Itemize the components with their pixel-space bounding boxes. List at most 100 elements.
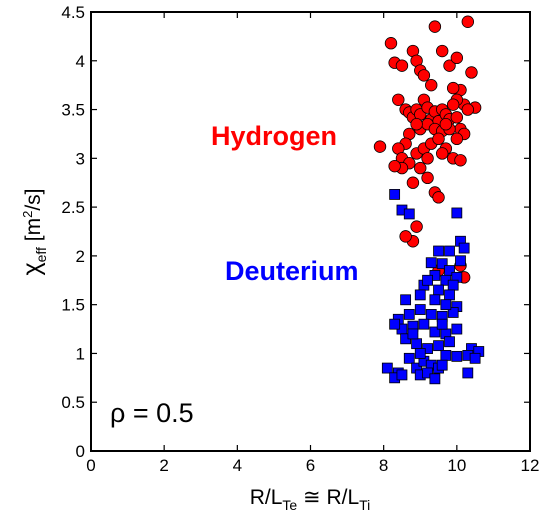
- data-point-deuterium: [458, 242, 470, 254]
- series-hydrogen: [373, 15, 482, 284]
- data-point-deuterium: [414, 348, 426, 359]
- y-axis-label-sub: eff: [33, 247, 49, 262]
- data-point-deuterium: [433, 245, 444, 257]
- data-points: [373, 15, 485, 385]
- axis-ticks: [90, 11, 531, 452]
- y-tick-label: 3: [76, 149, 85, 168]
- data-point-hydrogen: [439, 117, 453, 131]
- data-point-deuterium: [400, 294, 412, 306]
- data-point-hydrogen: [395, 59, 409, 72]
- data-point-deuterium: [396, 369, 408, 381]
- data-point-hydrogen: [417, 69, 431, 82]
- data-point-deuterium: [444, 289, 455, 301]
- y-axis-label-part: /s]: [22, 188, 45, 210]
- data-point-hydrogen: [454, 154, 467, 167]
- x-axis-label: R/LTe ≅ R/LTi: [250, 486, 371, 513]
- data-point-deuterium: [422, 274, 433, 286]
- data-point-hydrogen: [414, 161, 427, 175]
- series-deuterium: [381, 189, 485, 385]
- data-point-deuterium: [444, 336, 455, 348]
- data-point-deuterium: [381, 362, 393, 374]
- x-axis-label-sub-ti: Ti: [359, 497, 370, 513]
- data-point-hydrogen: [436, 44, 449, 58]
- data-point-deuterium: [389, 318, 401, 330]
- data-point-deuterium: [451, 323, 463, 335]
- data-point-deuterium: [411, 338, 422, 350]
- data-point-deuterium: [429, 373, 441, 385]
- y-tick-labels: 0 0.5 1 1.5 2 2.5 3 3.5 4 4.5: [61, 3, 85, 461]
- data-point-deuterium: [451, 350, 463, 362]
- data-point-hydrogen: [425, 78, 438, 92]
- data-point-hydrogen: [465, 66, 478, 79]
- data-point-deuterium: [403, 352, 415, 364]
- y-tick-label: 1: [76, 344, 85, 363]
- plot-area: [90, 11, 531, 452]
- data-point-deuterium: [451, 207, 463, 219]
- data-point-deuterium: [429, 294, 441, 306]
- data-point-hydrogen: [384, 37, 398, 50]
- y-tick-label: 0: [76, 442, 85, 461]
- data-point-hydrogen: [446, 98, 460, 111]
- data-point-deuterium: [447, 279, 459, 291]
- x-tick-label: 6: [306, 456, 315, 475]
- data-point-deuterium: [444, 245, 455, 257]
- x-axis-label-sub-te: Te: [282, 497, 297, 513]
- data-point-hydrogen: [410, 117, 423, 131]
- x-axis-label-part: ≅ R/L: [297, 486, 359, 509]
- data-point-hydrogen: [461, 15, 475, 28]
- data-point-hydrogen: [428, 20, 442, 33]
- data-point-hydrogen: [432, 191, 445, 204]
- y-tick-label: 2.5: [61, 198, 85, 217]
- x-axis-label-part: R/L: [250, 486, 283, 509]
- y-tick-label: 4: [76, 52, 85, 71]
- data-point-hydrogen: [421, 152, 434, 165]
- data-point-deuterium: [469, 352, 481, 364]
- data-point-deuterium: [436, 258, 448, 270]
- data-point-deuterium: [440, 349, 452, 361]
- data-point-deuterium: [414, 289, 426, 301]
- data-point-hydrogen: [436, 147, 449, 160]
- data-point-hydrogen: [432, 132, 445, 146]
- data-point-deuterium: [462, 367, 474, 379]
- rho-annotation: ρ = 0.5: [110, 398, 194, 428]
- data-point-deuterium: [414, 304, 426, 315]
- x-tick-label: 2: [159, 456, 168, 475]
- data-point-deuterium: [425, 257, 437, 269]
- series-label-deuterium: Deuterium: [225, 256, 359, 286]
- data-point-deuterium: [436, 359, 448, 371]
- data-point-hydrogen: [373, 140, 387, 153]
- data-point-hydrogen: [388, 159, 401, 173]
- data-point-hydrogen: [406, 176, 420, 189]
- y-axis-label-part: [m: [22, 218, 45, 247]
- x-tick-label: 0: [86, 456, 95, 475]
- data-point-deuterium: [403, 309, 415, 320]
- data-point-hydrogen: [450, 111, 464, 124]
- data-point-deuterium: [425, 309, 437, 320]
- y-tick-label: 2: [76, 247, 85, 266]
- x-tick-labels: 0 2 4 6 8 10 12: [86, 456, 539, 475]
- data-point-deuterium: [455, 255, 466, 267]
- y-axis-label-sup: 2: [20, 211, 35, 218]
- data-point-hydrogen: [450, 51, 464, 65]
- data-point-deuterium: [447, 307, 459, 318]
- x-tick-label: 10: [447, 456, 466, 475]
- data-point-deuterium: [429, 326, 441, 338]
- y-tick-label: 4.5: [61, 3, 85, 22]
- data-point-hydrogen: [399, 230, 412, 243]
- y-axis-label-chi: χ: [18, 262, 46, 275]
- data-point-deuterium: [418, 318, 430, 330]
- data-point-hydrogen: [446, 81, 460, 95]
- y-axis-label: χeff [m2/s]: [18, 188, 49, 275]
- x-tick-label: 4: [233, 456, 242, 475]
- x-tick-label: 8: [379, 456, 388, 475]
- x-tick-label: 12: [521, 456, 540, 475]
- series-label-hydrogen: Hydrogen: [211, 121, 337, 151]
- data-point-deuterium: [407, 328, 419, 340]
- data-point-hydrogen: [410, 220, 423, 233]
- data-point-deuterium: [440, 299, 452, 311]
- y-tick-label: 1.5: [61, 296, 85, 315]
- data-point-deuterium: [433, 340, 444, 352]
- y-tick-label: 3.5: [61, 101, 85, 120]
- data-point-hydrogen: [461, 103, 475, 116]
